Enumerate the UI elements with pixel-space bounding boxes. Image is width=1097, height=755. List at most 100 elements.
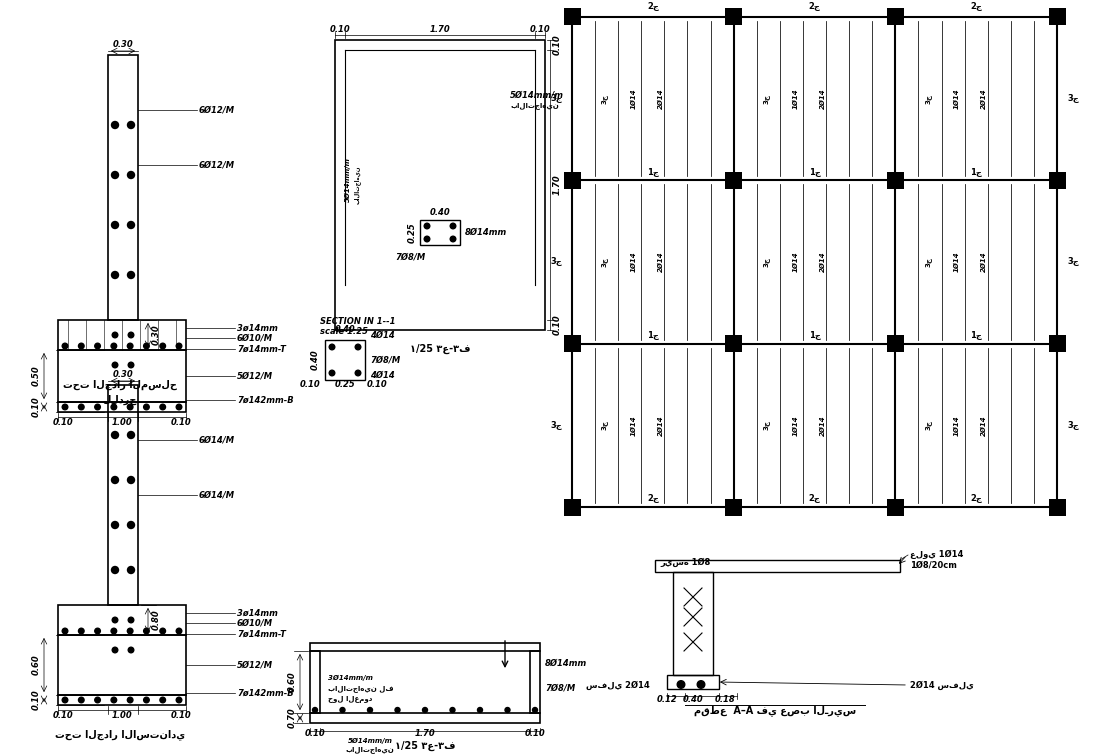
Text: 1.70: 1.70	[553, 174, 562, 196]
Text: 1Ø14: 1Ø14	[631, 415, 636, 436]
Text: 2Ø14: 2Ø14	[658, 251, 664, 273]
Circle shape	[127, 697, 133, 703]
Text: 1Ø14: 1Ø14	[631, 251, 636, 273]
Text: 0.10: 0.10	[32, 396, 41, 418]
Text: 2ج: 2ج	[647, 2, 659, 11]
Circle shape	[355, 344, 361, 350]
Text: 3ج: 3ج	[601, 421, 608, 430]
Bar	[1051, 174, 1063, 186]
Text: 1ج: 1ج	[970, 331, 982, 341]
Bar	[886, 498, 904, 516]
Text: 1ج: 1ج	[808, 168, 821, 177]
Circle shape	[112, 171, 118, 178]
Text: 0.10: 0.10	[32, 689, 41, 710]
Text: 0.10: 0.10	[530, 26, 551, 35]
Bar	[564, 172, 580, 189]
Text: 3ج: 3ج	[762, 94, 769, 103]
Text: تحت الجدار المسلح: تحت الجدار المسلح	[63, 380, 177, 390]
Circle shape	[177, 404, 182, 410]
Text: 2Ø14: 2Ø14	[981, 415, 987, 436]
Text: بالاتجاهين: بالاتجاهين	[346, 747, 395, 753]
Text: 1Ø14: 1Ø14	[953, 415, 960, 436]
Text: 2Ø14: 2Ø14	[981, 251, 987, 273]
Circle shape	[63, 697, 68, 703]
Text: 0.10: 0.10	[305, 729, 326, 738]
Text: 6Ø10/M: 6Ø10/M	[237, 618, 273, 627]
Text: 0.10: 0.10	[329, 26, 350, 35]
Circle shape	[177, 628, 182, 633]
Text: SECTION IN 1--1: SECTION IN 1--1	[320, 318, 396, 326]
Circle shape	[160, 628, 166, 633]
Bar	[1049, 172, 1065, 189]
Circle shape	[450, 707, 455, 713]
Circle shape	[532, 707, 538, 713]
Bar	[564, 498, 580, 516]
Text: 3ج: 3ج	[601, 94, 608, 103]
Text: 3Ø14mm/m: 3Ø14mm/m	[328, 675, 373, 681]
Circle shape	[698, 681, 704, 689]
Bar	[420, 220, 460, 245]
Circle shape	[63, 404, 68, 410]
Circle shape	[63, 628, 68, 633]
Bar	[58, 320, 186, 350]
Bar	[727, 174, 740, 186]
Text: 1Ø14: 1Ø14	[792, 415, 799, 436]
Circle shape	[111, 628, 116, 633]
Text: 1.00: 1.00	[112, 711, 133, 720]
Text: 3ج: 3ج	[924, 94, 931, 103]
Text: 2ج: 2ج	[808, 2, 821, 11]
Text: 7ø14mm-T: 7ø14mm-T	[237, 344, 286, 353]
Circle shape	[177, 344, 182, 349]
Text: بالاتجاهين لف: بالاتجاهين لف	[328, 686, 394, 692]
Circle shape	[160, 697, 166, 703]
Bar	[655, 560, 900, 572]
Bar	[725, 8, 743, 26]
Circle shape	[329, 344, 335, 350]
Circle shape	[677, 681, 685, 689]
Circle shape	[144, 697, 149, 703]
Text: 3ج: 3ج	[762, 421, 769, 430]
Text: 0.10: 0.10	[171, 418, 191, 427]
Circle shape	[177, 697, 182, 703]
Circle shape	[313, 707, 317, 713]
Circle shape	[425, 223, 430, 229]
Text: 2Ø14: 2Ø14	[658, 88, 664, 109]
Circle shape	[160, 344, 166, 349]
Circle shape	[79, 404, 84, 410]
Text: سفلي 2Ø14: سفلي 2Ø14	[586, 680, 651, 689]
Text: 1Ø8/20cm: 1Ø8/20cm	[911, 560, 957, 569]
Circle shape	[94, 404, 100, 410]
Circle shape	[355, 370, 361, 376]
Circle shape	[112, 272, 118, 279]
Circle shape	[94, 628, 100, 633]
Text: 8Ø14mm: 8Ø14mm	[465, 228, 507, 237]
Text: بالاتجاهين: بالاتجاهين	[353, 166, 361, 205]
Text: 1.00: 1.00	[112, 418, 133, 427]
Bar	[725, 172, 743, 189]
Circle shape	[425, 236, 430, 242]
Text: 1ج: 1ج	[647, 331, 659, 341]
Bar	[530, 651, 540, 713]
Bar	[58, 695, 186, 705]
Text: 0.30: 0.30	[113, 371, 134, 380]
Circle shape	[127, 628, 133, 633]
Text: 0.70: 0.70	[287, 707, 296, 729]
Text: حول العمود: حول العمود	[328, 695, 372, 702]
Circle shape	[128, 332, 134, 337]
Text: 1ج: 1ج	[647, 168, 659, 177]
Text: 2ج: 2ج	[808, 495, 821, 504]
Bar	[1049, 335, 1065, 352]
Text: 1Ø14: 1Ø14	[792, 251, 799, 273]
Text: بالاتجاهين: بالاتجاهين	[510, 103, 558, 109]
Text: 3ج: 3ج	[1067, 421, 1078, 430]
Circle shape	[128, 362, 134, 368]
Text: 6Ø12/M: 6Ø12/M	[199, 106, 235, 115]
Bar	[1051, 501, 1063, 513]
Circle shape	[505, 707, 510, 713]
Bar	[108, 55, 138, 320]
Bar	[310, 713, 540, 723]
Text: 5Ø14mm/m: 5Ø14mm/m	[510, 91, 564, 100]
Text: 3ø14mm: 3ø14mm	[237, 609, 278, 618]
Circle shape	[450, 236, 455, 242]
Bar	[727, 337, 740, 350]
